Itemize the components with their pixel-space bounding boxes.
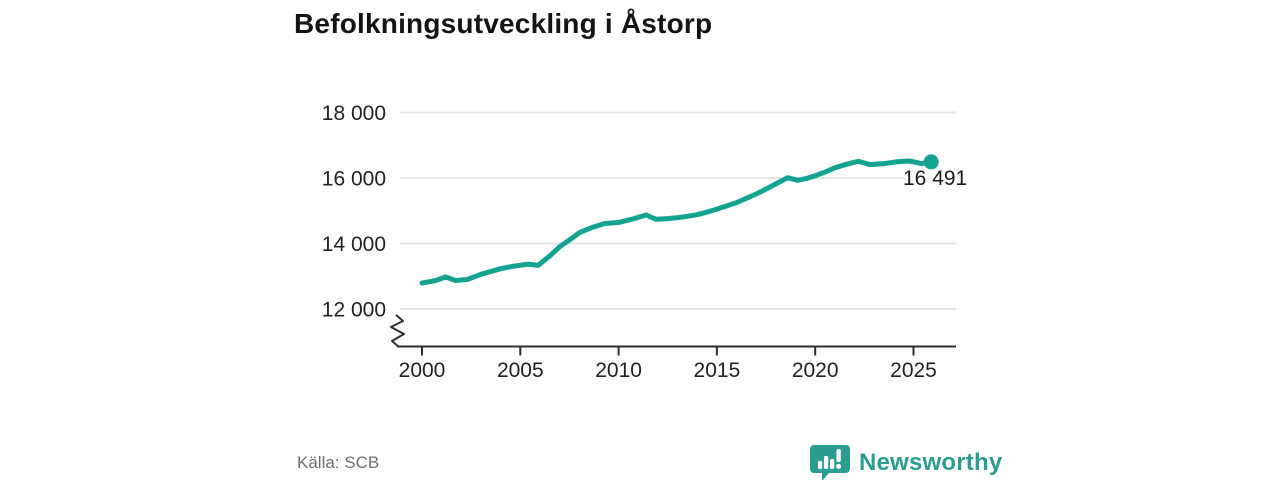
y-axis-tick-label: 16 000 (322, 168, 386, 191)
y-axis-tick-label: 12 000 (322, 299, 386, 322)
bar-2 (824, 456, 829, 469)
end-value-label: 16 491 (903, 167, 967, 190)
x-axis-tick-label: 2020 (792, 359, 839, 382)
x-axis-tick-label: 2000 (399, 359, 446, 382)
y-axis-tick-label: 18 000 (322, 102, 386, 125)
x-axis-tick-label: 2015 (694, 359, 741, 382)
x-axis-tick-label: 2025 (890, 359, 937, 382)
newsworthy-wordmark: Newsworthy (859, 448, 1003, 476)
axis-break-zigzag (390, 314, 405, 348)
x-axis-tick-label: 2005 (497, 359, 544, 382)
series-end-dot (923, 154, 939, 170)
x-axis-tick-label: 2010 (595, 359, 642, 382)
y-axis-tick-label: 14 000 (322, 233, 386, 256)
source-label: Källa: SCB (297, 453, 380, 472)
newsworthy-logo-icon (810, 445, 850, 480)
bar-3 (830, 459, 835, 469)
exclamation-bar (836, 449, 841, 462)
population-series-line (419, 158, 934, 286)
page-title: Befolkningsutveckling i Åstorp (294, 8, 713, 39)
exclamation-dot (836, 463, 842, 469)
bar-1 (818, 461, 823, 469)
newsworthy-branding: Newsworthy (810, 444, 1002, 480)
